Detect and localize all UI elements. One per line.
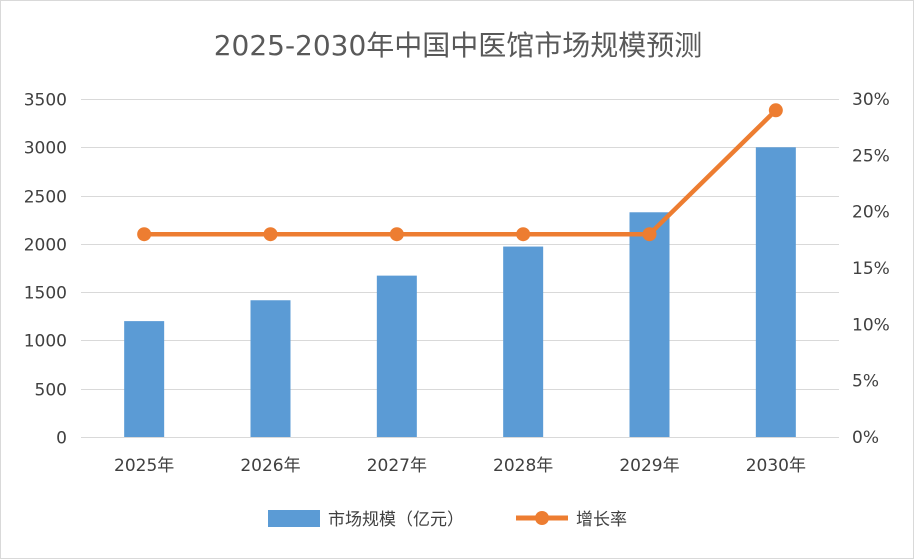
legend-bar-swatch	[268, 510, 320, 527]
left-tick-label: 1000	[24, 332, 67, 352]
left-tick-label: 2000	[24, 236, 67, 256]
right-tick-label: 30%	[852, 90, 890, 110]
line-marker	[263, 227, 278, 242]
x-tick-label: 2030年	[746, 456, 806, 476]
x-tick-label: 2029年	[619, 456, 679, 476]
x-axis-labels: 2025年 2026年 2027年 2028年 2029年 2030年	[114, 456, 806, 476]
x-tick-label: 2026年	[240, 456, 300, 476]
bar	[250, 300, 291, 437]
bar-series	[124, 147, 796, 438]
right-axis-labels: 0% 5% 10% 15% 20% 25% 30%	[852, 90, 890, 448]
legend: 市场规模（亿元） 增长率	[268, 510, 627, 530]
bar	[376, 275, 417, 437]
line-marker	[768, 103, 783, 118]
line-marker	[137, 227, 152, 242]
chart-title: 2025-2030年中国中医馆市场规模预测	[214, 29, 703, 62]
legend-line-label: 增长率	[576, 510, 627, 530]
line-marker	[642, 227, 657, 242]
bar	[755, 147, 796, 438]
left-tick-label: 0	[56, 429, 67, 449]
left-tick-label: 2500	[24, 188, 67, 208]
bar	[124, 321, 165, 437]
x-tick-label: 2025年	[114, 456, 174, 476]
right-tick-label: 0%	[852, 428, 879, 448]
left-tick-label: 3000	[24, 139, 67, 159]
legend-bar-label: 市场规模（亿元）	[328, 510, 464, 530]
bar	[503, 246, 544, 437]
x-tick-label: 2028年	[493, 456, 553, 476]
right-tick-label: 20%	[852, 203, 890, 223]
left-tick-label: 500	[35, 381, 67, 401]
right-tick-label: 15%	[852, 259, 890, 279]
x-tick-label: 2027年	[367, 456, 427, 476]
gridlines	[81, 99, 839, 438]
legend-line-marker	[535, 511, 549, 525]
line-marker	[516, 227, 531, 242]
right-tick-label: 25%	[852, 146, 890, 166]
left-axis-labels: 0 500 1000 1500 2000 2500 3000 3500	[24, 91, 67, 449]
right-tick-label: 5%	[852, 372, 879, 392]
left-tick-label: 1500	[24, 284, 67, 304]
growth-rate-line	[141, 108, 779, 237]
bar	[629, 212, 670, 437]
line-series	[137, 103, 783, 242]
left-tick-label: 3500	[24, 91, 67, 111]
line-marker	[389, 227, 404, 242]
right-tick-label: 10%	[852, 315, 890, 335]
